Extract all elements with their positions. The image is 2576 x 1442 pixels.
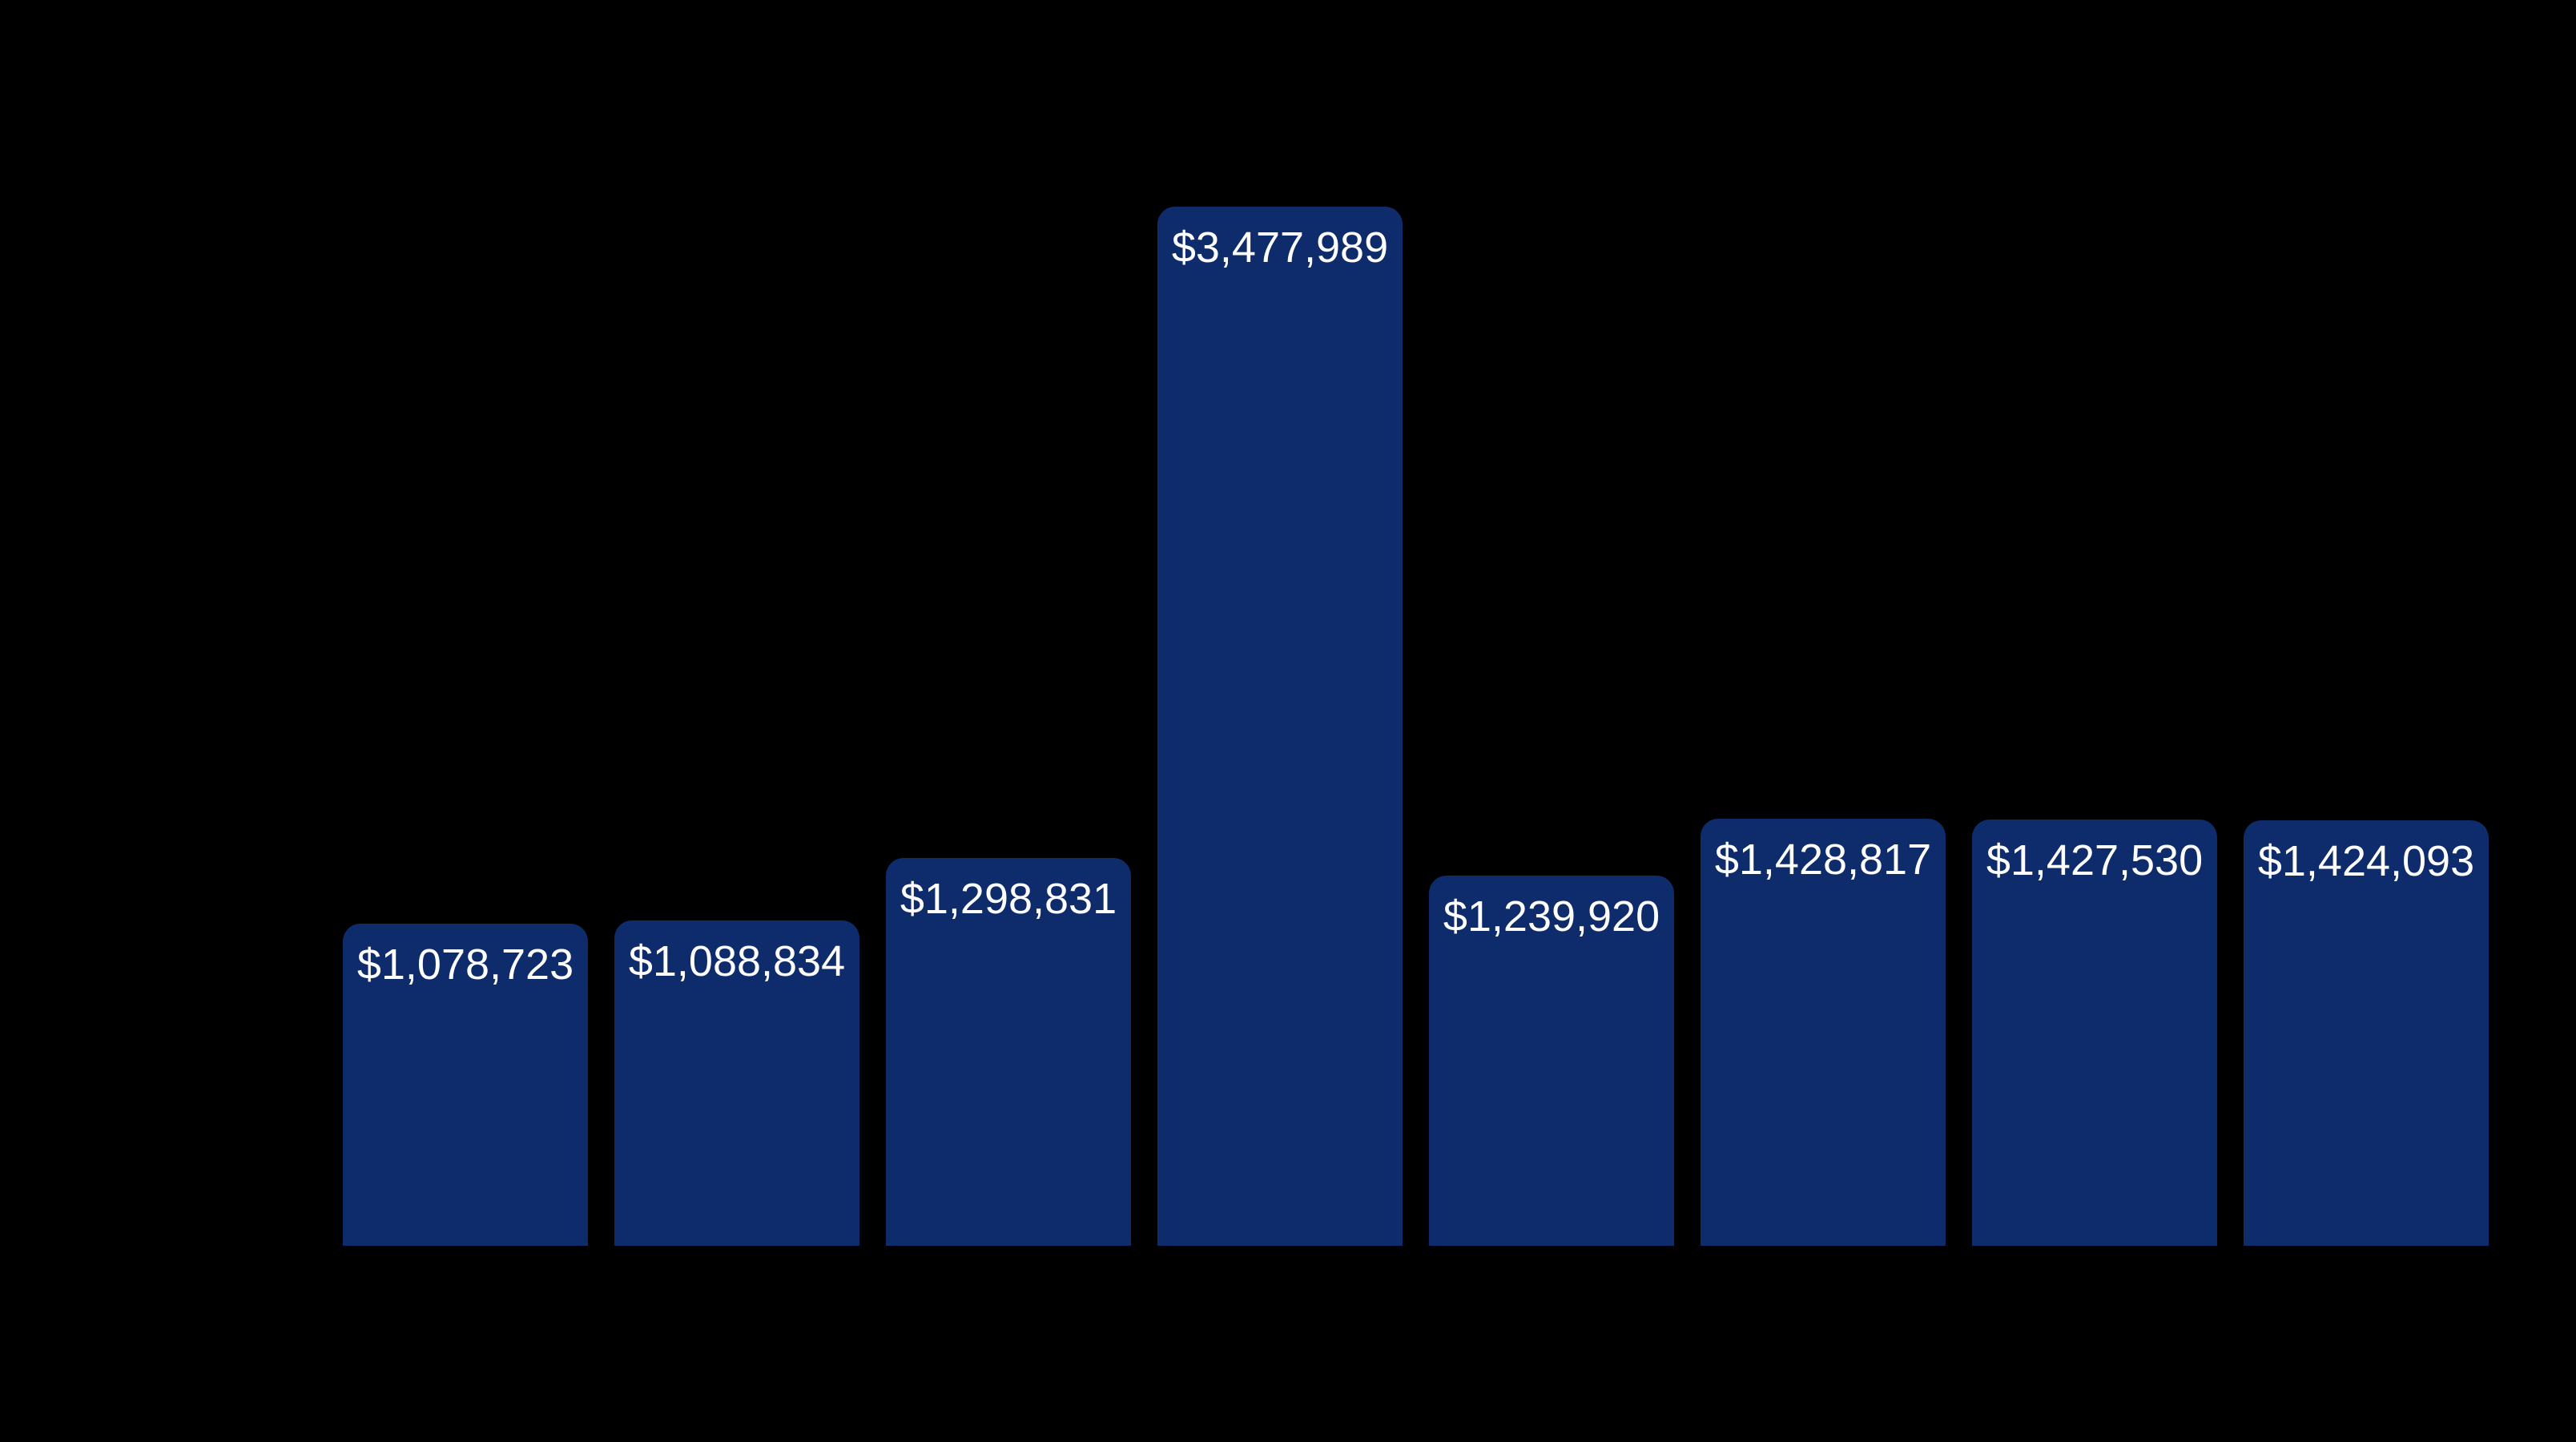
- bar-value-label: $1,239,920: [1443, 892, 1660, 941]
- bar-5: $1,239,920: [1429, 876, 1674, 1246]
- bar-value-label: $1,427,530: [1986, 836, 2204, 884]
- bar-8: $1,424,093: [2244, 820, 2489, 1246]
- bar-value-label: $1,298,831: [900, 875, 1117, 923]
- bar-value-label: $1,424,093: [2257, 837, 2475, 885]
- bar-1: $1,078,723: [343, 924, 588, 1246]
- bar-3: $1,298,831: [886, 858, 1131, 1246]
- bar-value-label: $1,078,723: [356, 941, 574, 989]
- bar-7: $1,427,530: [1972, 820, 2217, 1246]
- bar-4: $3,477,989: [1157, 207, 1403, 1246]
- bar-value-label: $3,477,989: [1171, 224, 1389, 272]
- bar-2: $1,088,834: [614, 920, 859, 1246]
- bar-value-label: $1,428,817: [1714, 836, 1932, 884]
- bar-value-label: $1,088,834: [628, 937, 846, 985]
- bar-6: $1,428,817: [1701, 819, 1946, 1246]
